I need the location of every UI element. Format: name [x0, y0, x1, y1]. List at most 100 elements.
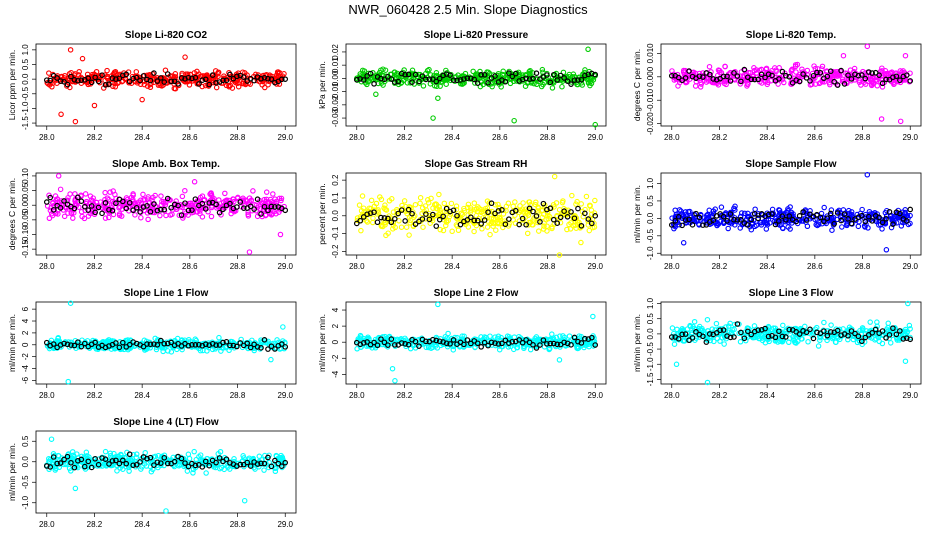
y-tick-label: 0.0 — [331, 210, 340, 222]
data-point — [147, 84, 154, 91]
data-point-outlier — [430, 115, 436, 121]
reference-point — [883, 215, 889, 222]
reference-point — [161, 340, 168, 347]
reference-point — [440, 213, 446, 220]
data-point — [859, 325, 866, 331]
data-point — [208, 190, 214, 196]
data-point — [141, 197, 148, 203]
reference-point — [450, 77, 457, 84]
y-tick-label: 0.10 — [21, 168, 30, 184]
reference-point — [731, 70, 737, 76]
data-point — [887, 340, 894, 346]
reference-point — [772, 221, 779, 228]
reference-point — [247, 344, 254, 351]
reference-point — [488, 200, 495, 207]
reference-point — [741, 66, 748, 73]
data-point — [560, 198, 566, 204]
reference-point — [278, 76, 285, 83]
data-point — [731, 205, 737, 212]
reference-point — [720, 73, 727, 80]
reference-point — [537, 219, 543, 225]
reference-point — [827, 68, 834, 75]
reference-point — [230, 342, 237, 349]
reference-point — [727, 334, 734, 341]
data-point — [780, 322, 786, 329]
reference-point — [430, 336, 436, 343]
y-tick-label: 0.0 — [646, 212, 655, 224]
data-point — [132, 212, 138, 218]
reference-point — [668, 222, 675, 228]
data-point — [752, 206, 758, 212]
data-point-outlier — [58, 111, 64, 118]
reference-point — [378, 336, 384, 342]
data-point — [435, 204, 442, 210]
reference-point — [561, 75, 567, 81]
reference-point — [116, 344, 123, 351]
reference-point — [471, 76, 478, 83]
x-tick-label: 29.0 — [277, 133, 293, 142]
reference-point — [554, 341, 561, 348]
reference-point — [890, 221, 896, 227]
y-tick-label: -1.0 — [21, 101, 30, 115]
reference-point — [897, 328, 903, 334]
y-tick-label: -2 — [21, 353, 30, 361]
data-point — [560, 333, 566, 339]
y-tick-label: 0.000 — [646, 66, 655, 87]
reference-point — [140, 73, 147, 79]
plot-frame — [660, 301, 922, 385]
data-point-outlier — [905, 300, 911, 307]
reference-point — [209, 72, 216, 78]
data-point — [46, 70, 52, 76]
data-series — [668, 171, 914, 253]
reference-point — [282, 344, 289, 350]
reference-point — [247, 203, 254, 210]
data-point — [559, 83, 565, 90]
reference-point — [265, 346, 271, 352]
reference-point — [251, 206, 257, 212]
data-point — [834, 73, 841, 79]
data-point — [398, 337, 404, 343]
data-point — [163, 212, 169, 219]
reference-point — [824, 73, 831, 80]
data-point — [203, 204, 209, 210]
x-tick-label: 28.0 — [349, 391, 365, 400]
reference-point — [192, 196, 199, 202]
x-tick-label: 28.6 — [807, 262, 823, 271]
data-point — [364, 219, 371, 225]
reference-point — [113, 76, 119, 82]
reference-point — [575, 205, 581, 212]
reference-point — [78, 198, 85, 204]
data-point — [55, 335, 61, 342]
reference-point — [147, 208, 154, 215]
data-point — [535, 205, 542, 211]
reference-point — [893, 73, 900, 80]
reference-point — [526, 205, 533, 212]
y-tick-label: 0.0 — [646, 328, 655, 340]
reference-point — [202, 76, 209, 83]
reference-point — [151, 201, 157, 207]
reference-point — [492, 340, 498, 346]
reference-point — [571, 215, 578, 222]
reference-point — [353, 220, 360, 227]
data-point — [431, 201, 438, 208]
reference-point — [47, 77, 54, 84]
y-tick-label: 0.01 — [331, 57, 340, 73]
reference-point — [879, 219, 886, 226]
plot-frame — [660, 172, 922, 256]
x-tick-label: 28.2 — [397, 133, 413, 142]
data-point — [461, 205, 467, 212]
reference-point — [471, 217, 478, 224]
data-point — [496, 346, 503, 353]
reference-point — [447, 72, 453, 78]
data-point-outlier — [883, 247, 890, 253]
reference-point — [405, 71, 412, 78]
data-point — [538, 83, 545, 90]
data-point — [238, 336, 244, 343]
reference-point — [523, 221, 529, 228]
reference-point — [398, 207, 405, 213]
data-point — [540, 226, 547, 232]
reference-point — [710, 217, 717, 223]
data-point — [498, 84, 504, 90]
reference-point — [485, 342, 491, 349]
reference-point — [64, 341, 71, 348]
